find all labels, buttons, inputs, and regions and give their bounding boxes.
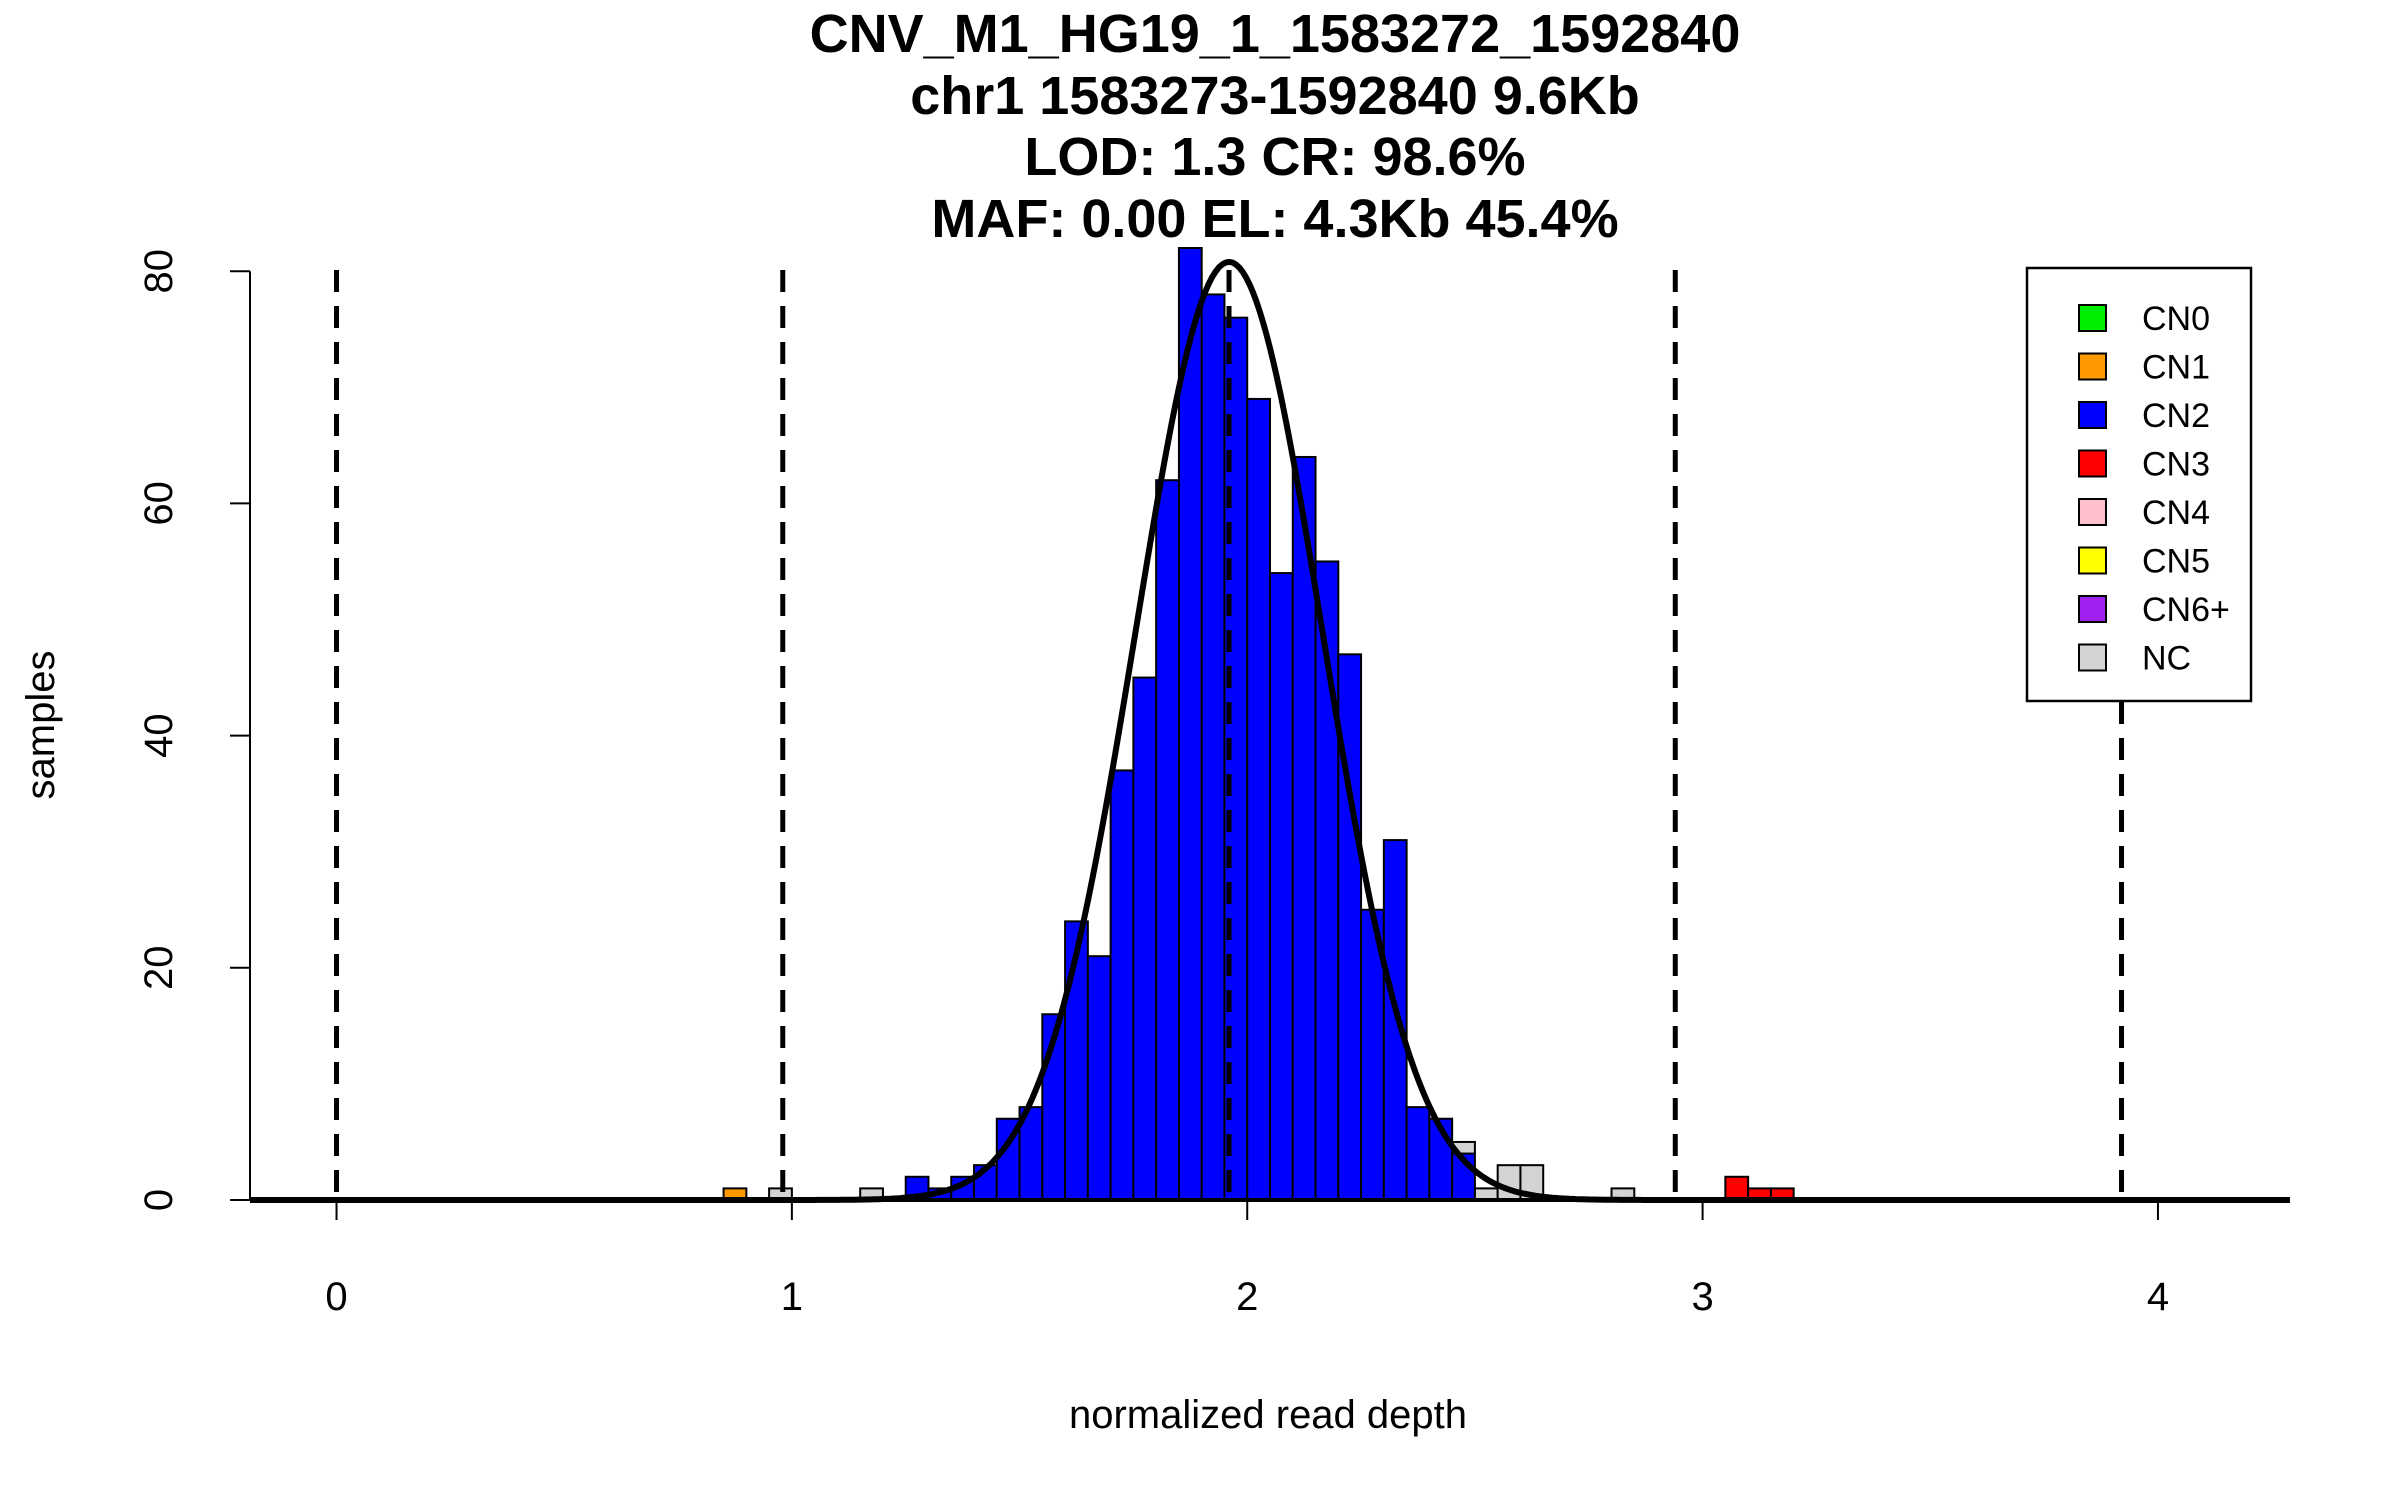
title-line-2: chr1 1583273-1592840 9.6Kb <box>910 66 1640 126</box>
legend-box <box>2025 266 2253 703</box>
legend-swatch-cn4 <box>2078 498 2107 526</box>
legend-swatch-cn2 <box>2078 401 2107 429</box>
x-tick-label-3: 3 <box>1691 1275 1713 1319</box>
legend-swatch-cn1 <box>2078 352 2107 381</box>
histogram-bar-24 <box>1382 839 1408 1201</box>
histogram-bar-15 <box>1177 247 1203 1201</box>
title-line-1: CNV_M1_HG19_1_1583272_1592840 <box>810 4 1741 64</box>
x-tick-label-1: 1 <box>781 1275 803 1319</box>
histogram-bar-12 <box>1109 769 1135 1201</box>
legend-swatch-cn0 <box>2078 304 2107 332</box>
x-tick-label-4: 4 <box>2147 1275 2169 1319</box>
x-axis-label: normalized read depth <box>1069 1393 1467 1437</box>
y-tick-label-0: 0 <box>137 1189 181 1211</box>
legend-swatch-cn5 <box>2078 546 2107 575</box>
legend-label-nc: NC <box>2142 640 2191 678</box>
title-line-3: LOD: 1.3 CR: 98.6% <box>1024 127 1525 187</box>
histogram-bar-33 <box>1724 1175 1750 1202</box>
histogram-bar-13 <box>1132 676 1158 1201</box>
histogram-bar-16 <box>1200 293 1226 1201</box>
title-line-4: MAF: 0.00 EL: 4.3Kb 45.4% <box>931 189 1618 249</box>
legend-label-cn2: CN2 <box>2142 397 2210 435</box>
x-tick-label-0: 0 <box>325 1275 347 1319</box>
legend-label-cn6plus: CN6+ <box>2142 591 2230 629</box>
legend-label-cn5: CN5 <box>2142 543 2210 581</box>
histogram-bar-14 <box>1155 479 1180 1201</box>
y-tick-label-1: 20 <box>137 946 181 991</box>
legend: CN0 CN1 CN2 CN3 CN4 CN5 CN6+ NC <box>2025 266 2253 703</box>
histogram-bar-11 <box>1086 955 1112 1201</box>
x-axis-ticks: 0 1 2 3 4 <box>325 1200 2169 1319</box>
legend-label-cn1: CN1 <box>2142 349 2210 387</box>
histogram-bar-18 <box>1246 397 1272 1201</box>
y-tick-label-2: 40 <box>137 713 181 758</box>
legend-swatch-nc <box>2078 643 2107 672</box>
x-tick-label-2: 2 <box>1236 1275 1258 1319</box>
histogram-bars <box>722 247 1795 1202</box>
legend-label-cn0: CN0 <box>2142 300 2210 338</box>
y-tick-label-3: 60 <box>137 481 181 526</box>
chart-title: CNV_M1_HG19_1_1583272_1592840 chr1 15832… <box>810 4 1741 249</box>
legend-swatch-cn6plus <box>2078 595 2107 623</box>
histogram-bar-19 <box>1269 572 1294 1201</box>
y-axis-label: samples <box>19 651 63 800</box>
legend-swatch-cn3 <box>2078 449 2107 478</box>
y-tick-label-4: 80 <box>137 249 181 294</box>
dashed-vlines <box>334 270 2125 1200</box>
legend-label-cn3: CN3 <box>2142 446 2210 484</box>
histogram-bar-25 <box>1405 1106 1431 1201</box>
y-axis-ticks: 0 20 40 60 80 <box>137 249 250 1211</box>
legend-label-cn4: CN4 <box>2142 494 2210 532</box>
